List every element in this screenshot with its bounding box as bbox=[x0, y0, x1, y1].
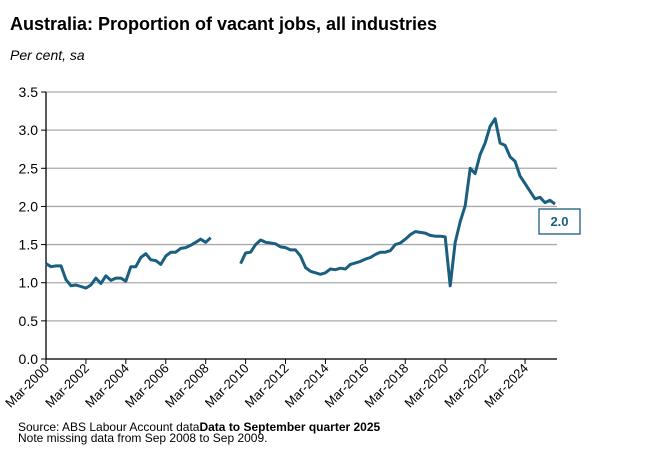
missing-data-note: Note missing data from Sep 2008 to Sep 2… bbox=[18, 431, 268, 445]
source-note: Source: ABS Labour Account dataData to S… bbox=[18, 420, 381, 445]
data-series-line bbox=[45, 117, 556, 290]
y-tick-label: 0.0 bbox=[19, 351, 39, 367]
source-text: Source: ABS Labour Account data bbox=[18, 420, 200, 434]
x-tick-label: Mar-2024 bbox=[481, 361, 531, 411]
y-tick-label: 1.0 bbox=[19, 275, 39, 291]
y-tick-label: 3.5 bbox=[19, 84, 39, 100]
y-tick-label: 0.5 bbox=[19, 313, 39, 329]
source-bold-text: Data to September quarter 2025 bbox=[199, 420, 381, 434]
y-tick-label: 2.0 bbox=[19, 198, 39, 214]
last-value-box bbox=[538, 208, 581, 235]
chart-title: Australia: Proportion of vacant jobs, al… bbox=[10, 14, 438, 34]
y-tick-label: 2.5 bbox=[19, 160, 39, 176]
last-value-label: 2.0 bbox=[550, 214, 568, 229]
y-tick-label: 1.5 bbox=[19, 237, 39, 253]
y-tick-label: 3.0 bbox=[19, 122, 39, 138]
chart-subtitle: Per cent, sa bbox=[10, 47, 85, 63]
